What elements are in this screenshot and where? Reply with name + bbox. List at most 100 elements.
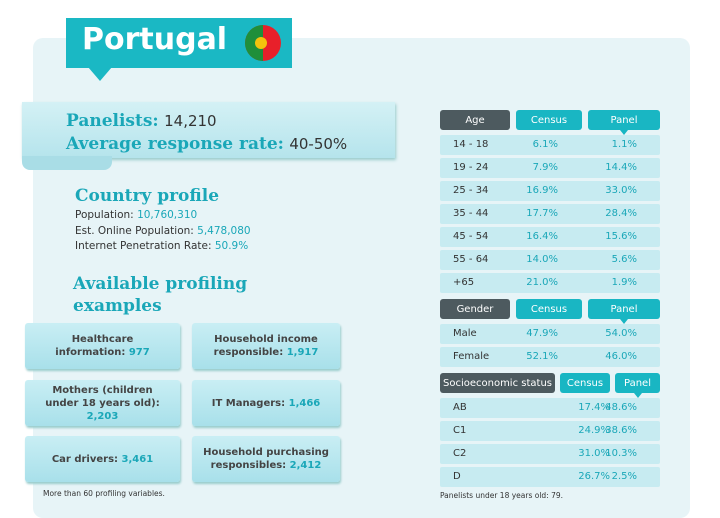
header-pointer: [620, 130, 628, 135]
row-label: 45 - 54: [453, 231, 489, 242]
label: Internet Penetration Rate:: [75, 240, 212, 252]
row-label: 14 - 18: [453, 139, 489, 150]
title: Portugal: [82, 22, 228, 57]
profiling-text: Household income responsible: 1,917: [202, 333, 330, 359]
profiling-box: IT Managers: 1,466: [192, 380, 340, 426]
profiling-text: Mothers (children under 18 years old): 2…: [35, 384, 170, 423]
profiling-text: IT Managers: 1,466: [212, 397, 321, 410]
table-row: Male 47.9% 54.0%: [440, 324, 660, 344]
value: 1,466: [288, 397, 321, 409]
value: 10,760,310: [137, 209, 198, 221]
table-row: AB 17.4% 48.6%: [440, 398, 660, 418]
label: Household purchasing responsibles:: [203, 447, 329, 471]
table-row: C1 24.9% 38.6%: [440, 421, 660, 441]
row-label: 35 - 44: [453, 208, 489, 219]
panel-value: 5.6%: [611, 254, 637, 265]
table-row: 35 - 44 17.7% 28.4%: [440, 204, 660, 224]
census-value: 17.7%: [526, 208, 558, 219]
title-box: Portugal: [66, 18, 292, 68]
panel-value: 1.1%: [611, 139, 637, 150]
country-profile: Population: 10,760,310 Est. Online Popula…: [75, 208, 251, 255]
panel-value: 48.6%: [605, 402, 637, 413]
census-value: 26.7%: [578, 471, 610, 482]
label: Mothers (children under 18 years old):: [45, 384, 160, 409]
row-label: Female: [453, 351, 490, 362]
panel-value: 33.0%: [605, 185, 637, 196]
panel-value: 54.0%: [605, 328, 637, 339]
label: IT Managers:: [211, 397, 286, 409]
census-value: 52.1%: [526, 351, 558, 362]
profiling-text: Household purchasing responsibles: 2,412: [202, 446, 330, 472]
value: 2,203: [86, 410, 119, 422]
profiling-box: Healthcare information: 977: [25, 323, 180, 369]
panel-value: 2.5%: [611, 471, 637, 482]
panel-value: 38.6%: [605, 425, 637, 436]
profiling-text: Healthcare information: 977: [35, 333, 170, 359]
label: Healthcare information:: [55, 334, 134, 358]
census-value: 7.9%: [532, 162, 558, 173]
profile-item: Internet Penetration Rate: 50.9%: [75, 239, 251, 255]
label: Panelists:: [66, 111, 159, 131]
profiling-box: Household purchasing responsibles: 2,412: [192, 436, 340, 482]
row-label: 55 - 64: [453, 254, 489, 265]
panel-value: 1.9%: [611, 277, 637, 288]
label: Est. Online Population:: [75, 224, 194, 237]
table-row: +65 21.0% 1.9%: [440, 273, 660, 293]
panel-value: 15.6%: [605, 231, 637, 242]
value: 3,461: [121, 453, 154, 465]
census-value: 14.0%: [526, 254, 558, 265]
profiling-box: Mothers (children under 18 years old): 2…: [25, 380, 180, 426]
row-label: C2: [453, 448, 467, 459]
profile-item: Population: 10,760,310: [75, 208, 251, 224]
panel-value: 46.0%: [605, 351, 637, 362]
page: Portugal Panelists: 14,210 Average respo…: [22, 18, 690, 518]
census-value: 24.9%: [578, 425, 610, 436]
label: Car drivers:: [51, 453, 119, 465]
row-label: C1: [453, 425, 467, 436]
banner-tab: [22, 156, 112, 170]
footnote: More than 60 profiling variables.: [43, 489, 165, 498]
census-value: 47.9%: [526, 328, 558, 339]
label: Household income responsible:: [213, 334, 318, 358]
table-row: 25 - 34 16.9% 33.0%: [440, 181, 660, 201]
section-title: Available profiling examples: [73, 274, 248, 316]
panel-value: 28.4%: [605, 208, 637, 219]
table-row: 19 - 24 7.9% 14.4%: [440, 158, 660, 178]
census-value: 21.0%: [526, 277, 558, 288]
value: 5,478,080: [197, 224, 251, 237]
table-row: D 26.7% 2.5%: [440, 467, 660, 487]
row-label: D: [453, 471, 461, 482]
profiling-text: Car drivers: 3,461: [52, 453, 153, 466]
value: 1,917: [286, 347, 319, 358]
row-label: 25 - 34: [453, 185, 489, 196]
panelists-banner: Panelists: 14,210 Average response rate:…: [22, 102, 395, 158]
title-pointer: [88, 67, 112, 81]
table-header: Census: [516, 110, 582, 130]
profiling-box: Car drivers: 3,461: [25, 436, 180, 482]
label: Average response rate:: [66, 134, 284, 154]
value: 50.9%: [214, 240, 249, 252]
profiling-box: Household income responsible: 1,917: [192, 323, 340, 369]
value: 977: [128, 347, 150, 358]
table-header: Age: [440, 110, 510, 130]
profile-item: Est. Online Population: 5,478,080: [75, 224, 251, 240]
row-label: AB: [453, 402, 467, 413]
table-header: Panel: [588, 110, 660, 130]
section-title: Country profile: [75, 186, 220, 206]
table-header: Gender: [440, 299, 510, 319]
value: 2,412: [289, 460, 322, 471]
value: 14,210: [164, 112, 217, 130]
table-row: C2 31.0% 10.3%: [440, 444, 660, 464]
header-pointer: [620, 319, 628, 324]
census-value: 16.9%: [526, 185, 558, 196]
table-header: Socioeconomic status: [440, 373, 555, 393]
label: Population:: [75, 209, 134, 221]
value: 40-50%: [289, 135, 348, 153]
panel-value: 10.3%: [605, 448, 637, 459]
table-row: 55 - 64 14.0% 5.6%: [440, 250, 660, 270]
table-row: 14 - 18 6.1% 1.1%: [440, 135, 660, 155]
census-value: 6.1%: [532, 139, 558, 150]
table-header: Census: [516, 299, 582, 319]
panel-value: 14.4%: [605, 162, 637, 173]
table-row: Female 52.1% 46.0%: [440, 347, 660, 367]
